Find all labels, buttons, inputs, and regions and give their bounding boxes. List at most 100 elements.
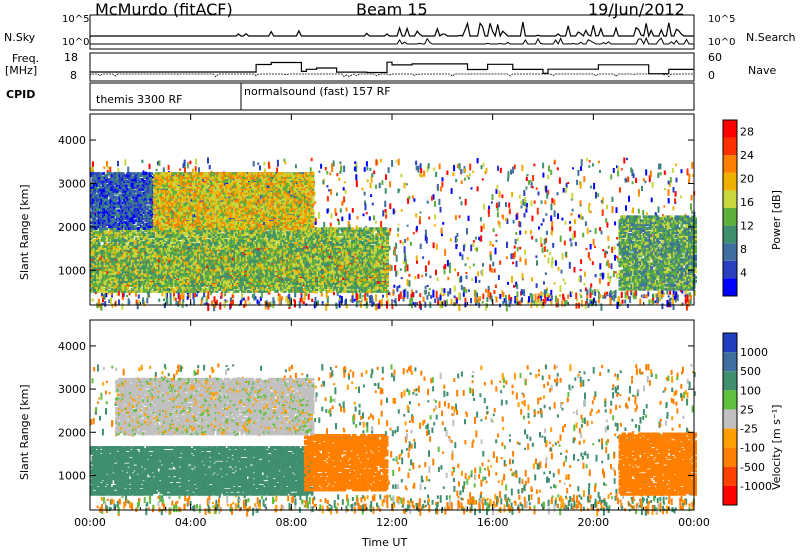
region-cell bbox=[117, 271, 121, 275]
ground-cell bbox=[439, 294, 442, 301]
ground-cell bbox=[303, 294, 306, 301]
scatter-cell bbox=[533, 163, 536, 167]
scatter-cell bbox=[326, 171, 329, 175]
scatter-cell bbox=[417, 165, 420, 173]
scatter-cell bbox=[518, 194, 521, 199]
ground-cell bbox=[499, 303, 501, 308]
scatter-cell bbox=[438, 163, 441, 170]
scatter-cell bbox=[334, 208, 337, 214]
scatter-cell bbox=[426, 284, 429, 288]
scatter-cell bbox=[601, 272, 604, 280]
ground-cell bbox=[357, 294, 360, 300]
scatter-cell bbox=[602, 249, 605, 252]
scatter-cell bbox=[603, 292, 606, 297]
ground-cell bbox=[464, 297, 467, 303]
scatter-cell bbox=[564, 281, 567, 285]
region-cell bbox=[115, 274, 119, 278]
ground-cell bbox=[672, 304, 675, 311]
scatter-cell bbox=[309, 167, 312, 172]
ground-cell bbox=[478, 295, 481, 300]
scatter-cell bbox=[586, 227, 589, 235]
scatter-cell bbox=[404, 265, 407, 273]
scatter-cell bbox=[675, 163, 677, 166]
ground-cell bbox=[666, 299, 669, 308]
scatter-cell bbox=[659, 172, 662, 176]
ground-cell bbox=[219, 302, 222, 310]
scatter-cell bbox=[564, 251, 567, 257]
region-cell bbox=[100, 266, 104, 270]
scatter-cell bbox=[658, 163, 661, 170]
region-cell bbox=[90, 264, 93, 268]
scatter-cell bbox=[556, 167, 559, 171]
scatter-cell bbox=[464, 287, 467, 292]
scatter-cell bbox=[669, 177, 672, 184]
scatter-cell bbox=[519, 246, 522, 250]
ground-cell bbox=[595, 289, 598, 292]
scatter-cell bbox=[403, 253, 406, 259]
scatter-cell bbox=[598, 278, 601, 284]
scatter-cell bbox=[589, 258, 592, 261]
scatter-cell bbox=[474, 276, 477, 283]
scatter-cell bbox=[558, 177, 561, 184]
scatter-cell bbox=[589, 185, 592, 189]
ground-cell bbox=[178, 300, 181, 306]
ground-cell bbox=[135, 292, 137, 297]
ground-cell bbox=[409, 298, 412, 305]
scatter-cell bbox=[516, 237, 519, 242]
scatter-cell bbox=[310, 157, 313, 162]
scatter-cell bbox=[564, 221, 567, 225]
ground-cell bbox=[277, 293, 280, 296]
scatter-cell bbox=[507, 281, 509, 285]
scatter-cell bbox=[400, 173, 403, 178]
ground-cell bbox=[267, 302, 270, 310]
scatter-cell bbox=[617, 171, 620, 177]
scatter-cell bbox=[429, 275, 432, 279]
scatter-cell bbox=[561, 217, 564, 221]
scatter-cell bbox=[398, 294, 400, 302]
region-cell bbox=[118, 254, 122, 258]
ground-cell bbox=[345, 298, 347, 306]
scatter-cell bbox=[186, 162, 189, 169]
scatter-cell bbox=[553, 160, 556, 165]
scatter-cell bbox=[198, 167, 200, 174]
ground-cell bbox=[586, 294, 589, 299]
scatter-cell bbox=[330, 213, 333, 219]
ground-cell bbox=[661, 290, 664, 295]
region-cell bbox=[112, 252, 116, 256]
region-cell bbox=[109, 231, 113, 235]
scatter-cell bbox=[557, 266, 560, 271]
scatter-cell bbox=[490, 268, 493, 273]
scatter-cell bbox=[394, 264, 397, 272]
scatter-cell bbox=[370, 194, 373, 197]
ground-cell bbox=[606, 291, 609, 295]
scatter-cell bbox=[489, 264, 492, 272]
scatter-cell bbox=[347, 220, 350, 228]
ground-cell bbox=[369, 295, 371, 304]
scatter-cell bbox=[576, 298, 578, 302]
ground-cell bbox=[616, 302, 619, 309]
scatter-cell bbox=[369, 182, 372, 189]
scatter-cell bbox=[476, 158, 479, 164]
scatter-cell bbox=[609, 291, 612, 298]
ground-cell bbox=[332, 291, 335, 296]
scatter-cell bbox=[418, 217, 421, 225]
region-cell bbox=[91, 270, 95, 274]
scatter-cell bbox=[583, 176, 586, 183]
scatter-cell bbox=[474, 236, 477, 240]
scatter-cell bbox=[441, 177, 444, 182]
scatter-cell bbox=[109, 166, 112, 173]
ground-cell bbox=[294, 292, 297, 298]
scatter-cell bbox=[453, 295, 456, 299]
ground-cell bbox=[143, 301, 146, 307]
scatter-cell bbox=[680, 195, 683, 199]
region-cell bbox=[118, 285, 122, 289]
ground-cell bbox=[247, 296, 250, 301]
scatter-cell bbox=[405, 183, 408, 186]
scatter-cell bbox=[373, 215, 376, 221]
region-cell bbox=[114, 272, 118, 276]
scatter-cell bbox=[392, 208, 395, 215]
scatter-cell bbox=[489, 254, 492, 261]
scatter-cell bbox=[570, 213, 573, 216]
ground-cell bbox=[557, 298, 559, 303]
ground-cell bbox=[565, 300, 568, 305]
